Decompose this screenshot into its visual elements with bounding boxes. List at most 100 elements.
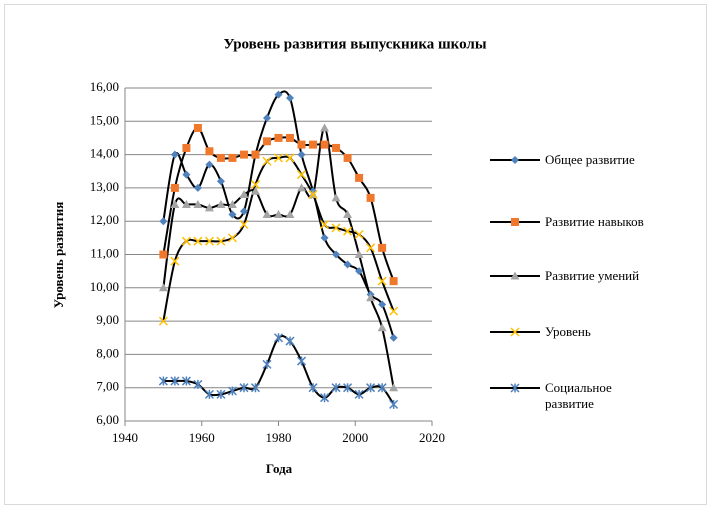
marker: [511, 156, 519, 164]
marker: [510, 327, 520, 337]
y-tick-label: 15,00: [90, 112, 119, 127]
x-axis-label: Года: [266, 461, 293, 476]
marker: [511, 218, 519, 226]
marker: [159, 250, 168, 259]
marker: [343, 210, 353, 219]
marker: [366, 383, 376, 393]
marker: [239, 383, 249, 393]
marker: [377, 323, 387, 332]
marker: [331, 383, 341, 393]
marker: [296, 170, 307, 180]
x-tick-label: 1960: [189, 430, 215, 445]
marker: [343, 153, 352, 162]
marker: [205, 147, 214, 156]
marker: [228, 153, 237, 162]
marker: [216, 389, 226, 399]
marker: [377, 383, 387, 393]
y-tick-label: 7,00: [96, 379, 119, 394]
marker: [239, 190, 249, 199]
marker: [331, 193, 341, 202]
marker: [343, 226, 353, 236]
marker: [193, 123, 202, 132]
marker: [158, 316, 168, 326]
marker: [158, 283, 168, 292]
marker: [239, 150, 248, 159]
marker: [366, 243, 376, 253]
marker: [181, 200, 191, 209]
marker: [285, 153, 295, 163]
marker: [285, 336, 295, 346]
marker: [308, 383, 318, 393]
chart-title: Уровень развития выпускника школы: [223, 36, 486, 52]
marker: [343, 260, 352, 269]
legend-label: Уровень: [545, 324, 591, 339]
marker: [204, 203, 214, 212]
y-tick-label: 8,00: [96, 345, 119, 360]
legend-label: Развитие навыков: [545, 214, 644, 229]
y-tick-label: 6,00: [96, 412, 119, 427]
marker: [262, 156, 272, 166]
y-tick-label: 12,00: [90, 212, 119, 227]
marker: [227, 386, 237, 396]
legend-label: Социальное развитие: [545, 380, 612, 411]
marker: [308, 190, 318, 200]
marker: [297, 140, 306, 149]
marker: [354, 229, 364, 240]
marker: [227, 200, 237, 209]
marker: [193, 183, 202, 192]
marker: [159, 217, 168, 226]
marker: [366, 293, 376, 302]
y-tick-label: 16,00: [90, 79, 119, 94]
marker: [274, 133, 283, 142]
marker: [378, 300, 387, 309]
marker: [320, 123, 330, 132]
x-tick-label: 2000: [342, 430, 368, 445]
marker: [510, 271, 520, 280]
marker: [181, 376, 191, 386]
y-axis-label: Уровень развития: [51, 202, 66, 309]
marker: [285, 210, 295, 219]
x-tick-label: 1980: [266, 430, 292, 445]
marker: [227, 233, 237, 243]
marker: [273, 153, 284, 163]
marker: [274, 210, 283, 219]
marker: [320, 393, 330, 403]
marker: [320, 219, 330, 230]
marker: [239, 219, 249, 230]
marker: [193, 236, 203, 246]
marker: [355, 267, 364, 276]
marker: [262, 113, 271, 122]
marker: [297, 150, 306, 159]
marker: [181, 236, 191, 246]
marker: [377, 276, 387, 286]
marker: [250, 180, 261, 190]
marker: [320, 233, 329, 242]
marker: [354, 389, 364, 399]
marker: [216, 153, 225, 162]
marker: [204, 389, 214, 399]
y-tick-label: 11,00: [90, 245, 119, 260]
marker: [274, 90, 283, 99]
marker: [182, 170, 191, 179]
marker: [296, 356, 307, 366]
legend-label: Общее развитие: [545, 152, 635, 167]
marker: [389, 277, 398, 286]
marker: [378, 243, 387, 252]
marker: [389, 383, 399, 392]
y-tick-label: 10,00: [90, 279, 119, 294]
marker: [389, 333, 398, 342]
marker: [250, 383, 261, 393]
marker: [193, 200, 203, 209]
marker: [332, 250, 341, 259]
marker: [286, 93, 295, 102]
marker: [193, 379, 203, 389]
marker: [510, 383, 520, 393]
marker: [389, 399, 399, 409]
x-tick-label: 2020: [419, 430, 445, 445]
marker: [228, 210, 237, 219]
marker: [182, 143, 191, 152]
marker: [170, 183, 179, 192]
legend-label: Развитие умений: [545, 268, 640, 283]
